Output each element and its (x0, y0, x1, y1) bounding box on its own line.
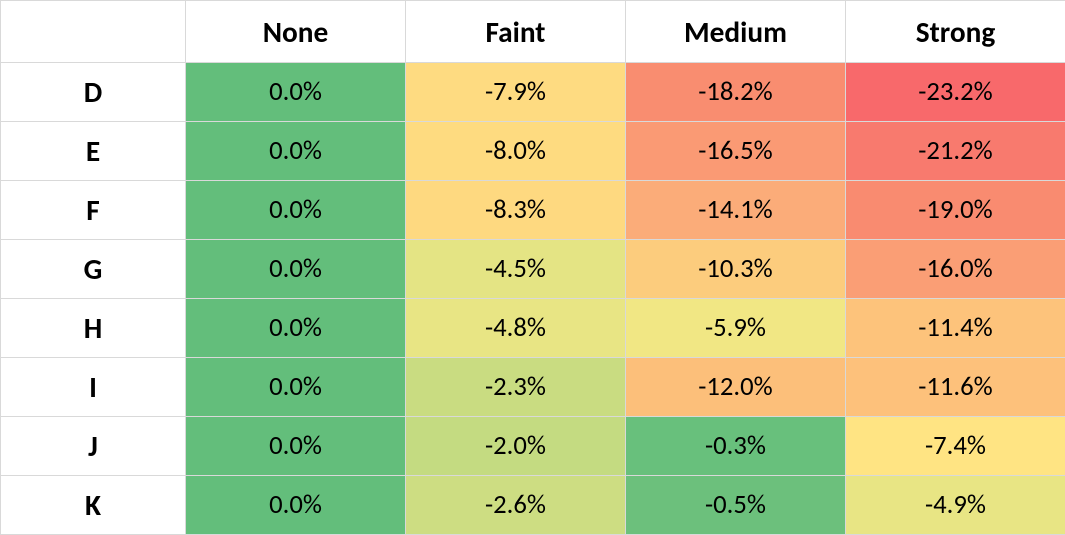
heatmap-table: None Faint Medium Strong D 0.0% -7.9% -1… (0, 0, 1065, 535)
table-row: E 0.0% -8.0% -16.5% -21.2% (1, 122, 1065, 181)
heatmap-cell: 0.0% (186, 63, 406, 122)
heatmap-cell: -19.0% (846, 181, 1065, 240)
col-header: Strong (846, 1, 1065, 63)
heatmap-cell: -21.2% (846, 122, 1065, 181)
row-header: E (1, 122, 186, 181)
heatmap-cell: -23.2% (846, 63, 1065, 122)
heatmap-cell: -16.0% (846, 240, 1065, 299)
row-header: D (1, 63, 186, 122)
heatmap-cell: -18.2% (626, 63, 846, 122)
heatmap-cell: 0.0% (186, 358, 406, 417)
heatmap-cell: 0.0% (186, 122, 406, 181)
heatmap-cell: 0.0% (186, 476, 406, 535)
heatmap-cell: -8.0% (406, 122, 626, 181)
corner-blank (1, 1, 186, 63)
heatmap-cell: -12.0% (626, 358, 846, 417)
heatmap-cell: -7.4% (846, 417, 1065, 476)
heatmap-header-row: None Faint Medium Strong (1, 1, 1065, 63)
table-row: H 0.0% -4.8% -5.9% -11.4% (1, 299, 1065, 358)
row-header: G (1, 240, 186, 299)
row-header: K (1, 476, 186, 535)
heatmap-cell: -7.9% (406, 63, 626, 122)
row-header: J (1, 417, 186, 476)
heatmap-cell: -2.3% (406, 358, 626, 417)
table-row: F 0.0% -8.3% -14.1% -19.0% (1, 181, 1065, 240)
heatmap-cell: 0.0% (186, 240, 406, 299)
table-row: G 0.0% -4.5% -10.3% -16.0% (1, 240, 1065, 299)
row-header: H (1, 299, 186, 358)
heatmap-body: D 0.0% -7.9% -18.2% -23.2% E 0.0% -8.0% … (1, 63, 1065, 535)
table-row: K 0.0% -2.6% -0.5% -4.9% (1, 476, 1065, 535)
heatmap-cell: -4.5% (406, 240, 626, 299)
heatmap-cell: -2.6% (406, 476, 626, 535)
table-row: J 0.0% -2.0% -0.3% -7.4% (1, 417, 1065, 476)
heatmap-cell: -11.6% (846, 358, 1065, 417)
col-header: Faint (406, 1, 626, 63)
heatmap-cell: -10.3% (626, 240, 846, 299)
heatmap-cell: -5.9% (626, 299, 846, 358)
heatmap-cell: 0.0% (186, 417, 406, 476)
row-header: F (1, 181, 186, 240)
heatmap-cell: -0.3% (626, 417, 846, 476)
heatmap-cell: -0.5% (626, 476, 846, 535)
heatmap-cell: -11.4% (846, 299, 1065, 358)
col-header: Medium (626, 1, 846, 63)
table-row: D 0.0% -7.9% -18.2% -23.2% (1, 63, 1065, 122)
table-row: I 0.0% -2.3% -12.0% -11.6% (1, 358, 1065, 417)
heatmap-cell: 0.0% (186, 299, 406, 358)
heatmap-cell: -4.9% (846, 476, 1065, 535)
heatmap-cell: -16.5% (626, 122, 846, 181)
heatmap-cell: -2.0% (406, 417, 626, 476)
heatmap-cell: 0.0% (186, 181, 406, 240)
heatmap-cell: -8.3% (406, 181, 626, 240)
heatmap-cell: -14.1% (626, 181, 846, 240)
row-header: I (1, 358, 186, 417)
col-header: None (186, 1, 406, 63)
heatmap-cell: -4.8% (406, 299, 626, 358)
